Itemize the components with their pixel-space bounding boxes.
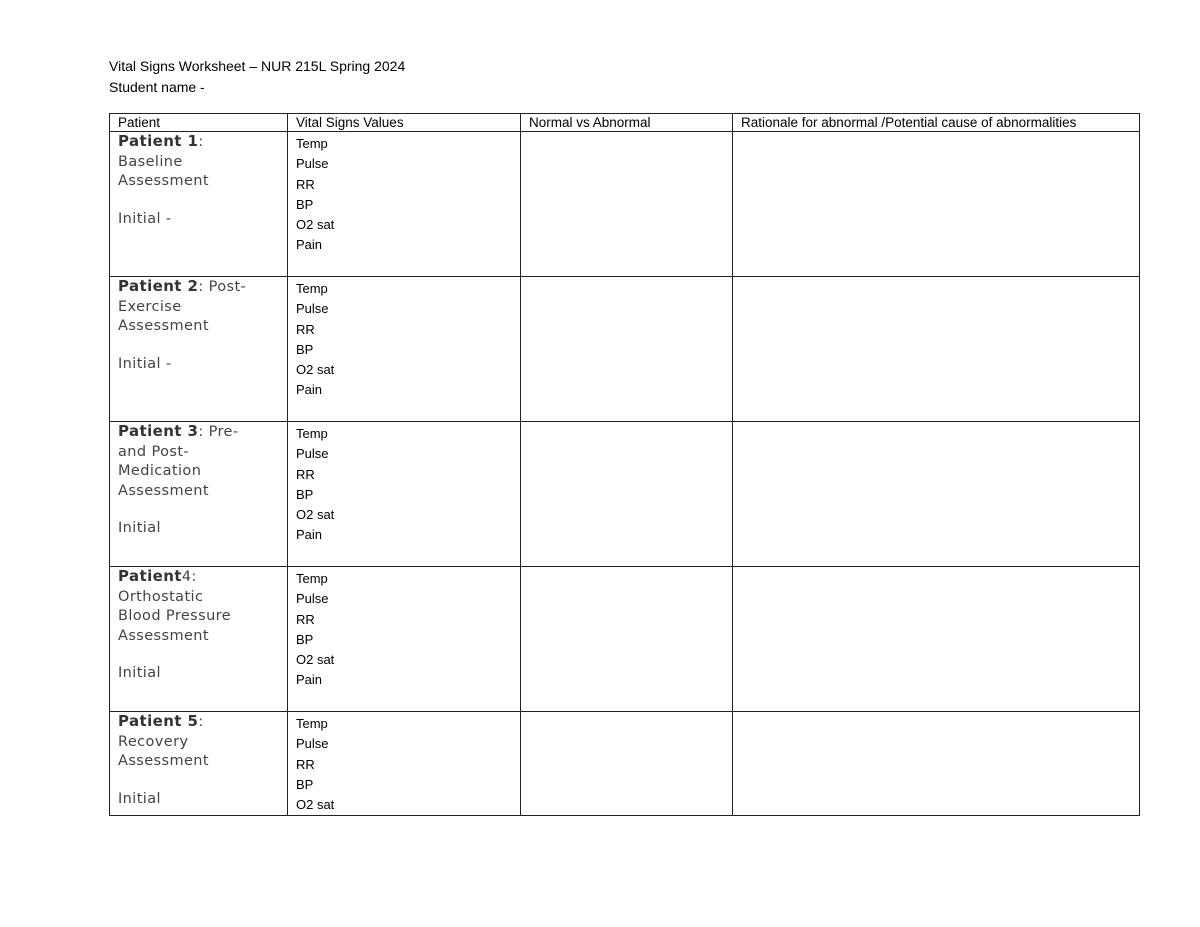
patient-title: Patient 5: — [118, 712, 204, 730]
vital-signs-cell[interactable]: Temp Pulse RR BP O2 sat Pain — [287, 131, 521, 277]
rationale-cell[interactable] — [732, 566, 1140, 712]
vital-sign-label: RR — [296, 756, 315, 772]
rationale-cell[interactable] — [732, 710, 1140, 817]
vital-sign-label: Pulse — [296, 301, 329, 317]
vital-sign-label: RR — [296, 611, 315, 627]
patient-title: Patient 3: Pre- — [118, 422, 239, 440]
patient-initial-label: Initial — [118, 665, 161, 681]
vital-sign-label: Pulse — [296, 736, 329, 752]
vital-signs-table: Patient Vital Signs Values Normal vs Abn… — [109, 113, 1140, 817]
vital-signs-cell[interactable]: Temp Pulse RR BP O2 sat Pain — [287, 421, 521, 567]
normal-abnormal-cell[interactable] — [520, 421, 733, 567]
vital-sign-label: Pain — [296, 382, 323, 398]
patient-cell: Patient 1: Baseline Assessment Initial - — [109, 131, 288, 277]
patient-cell: Patient4: Orthostatic Blood Pressure Asses… — [109, 566, 288, 712]
vital-sign-label: Temp — [296, 281, 328, 296]
vital-signs-cell[interactable]: Temp Pulse RR BP O2 sat — [287, 710, 521, 817]
patient-description-line: Assessment — [118, 318, 209, 334]
table-row: Patient 2: Post- Exercise Assessment Initia… — [109, 276, 1140, 422]
vital-sign-label: Pulse — [296, 156, 329, 172]
patient-description-line: Medication — [118, 463, 202, 479]
patient-cell: Patient 3: Pre-and Post- Medication Assess… — [109, 421, 288, 567]
normal-abnormal-cell[interactable] — [520, 131, 733, 277]
vital-sign-label: O2 sat — [296, 797, 335, 813]
vital-sign-label: Temp — [296, 426, 328, 441]
vital-sign-label: RR — [296, 176, 315, 192]
patient-description-line: Assessment — [118, 753, 209, 769]
vital-sign-label: RR — [296, 321, 315, 337]
patient-initial-label: Initial — [118, 790, 161, 807]
patient-description-line: Baseline — [118, 153, 183, 170]
vital-sign-label: Temp — [296, 571, 328, 586]
vital-sign-label: O2 sat — [296, 652, 335, 668]
patient-title: Patient 2: Post- — [118, 277, 247, 295]
table-row: Patient 3: Pre-and Post- Medication Assess… — [109, 421, 1140, 567]
normal-abnormal-cell[interactable] — [520, 276, 733, 422]
table-row: Patient 1: Baseline Assessment Initial - Te… — [109, 131, 1140, 277]
header-rationale: Rationale for abnormal /Potential cause … — [732, 113, 1140, 132]
vital-signs-cell[interactable]: Temp Pulse RR BP O2 sat Pain — [287, 566, 521, 712]
vital-sign-label: BP — [296, 196, 314, 212]
vital-sign-label: RR — [296, 466, 315, 482]
rationale-cell[interactable] — [732, 276, 1140, 422]
rationale-cell[interactable] — [732, 131, 1140, 277]
vital-sign-label: Pain — [296, 237, 323, 253]
header-patient: Patient — [109, 113, 288, 132]
vital-signs-cell[interactable]: Temp Pulse RR BP O2 sat Pain — [287, 276, 521, 422]
vital-sign-label: BP — [296, 486, 314, 502]
vital-sign-label: Temp — [296, 136, 328, 151]
normal-abnormal-cell[interactable] — [520, 710, 733, 817]
patient-title: Patient4: Orthostatic — [118, 567, 204, 605]
vital-sign-label: BP — [296, 776, 314, 792]
patient-description-line: Exercise — [118, 298, 182, 315]
normal-abnormal-cell[interactable] — [520, 566, 733, 712]
student-name-label: Student name - — [109, 79, 205, 95]
patient-cell: Patient 5: Recovery Assessment Initial — [109, 710, 288, 817]
vital-sign-label: Pain — [296, 527, 323, 543]
patient-initial-label: Initial — [118, 520, 161, 536]
vital-sign-label: Temp — [296, 716, 328, 731]
vital-sign-label: Pulse — [296, 446, 329, 462]
patient-initial-label: Initial - — [118, 210, 172, 227]
vital-sign-label: Pulse — [296, 591, 329, 607]
document-title: Vital Signs Worksheet – NUR 215L Spring … — [109, 58, 406, 74]
vital-sign-label: Pain — [296, 672, 323, 688]
patient-description-line: Assessment — [118, 627, 209, 644]
patient-initial-label: Initial - — [118, 355, 172, 372]
vital-sign-label: BP — [296, 341, 314, 357]
patient-title: Patient 1: — [118, 132, 204, 150]
patient-description-line: and Post- — [118, 443, 190, 460]
patient-description-line: Recovery — [118, 733, 189, 750]
vital-sign-label: BP — [296, 631, 314, 647]
patient-description-line: Assessment — [118, 173, 209, 189]
patient-description-line: Assessment — [118, 482, 209, 499]
vital-sign-label: O2 sat — [296, 507, 335, 523]
vital-sign-label: O2 sat — [296, 362, 335, 378]
table-header-row: Patient Vital Signs Values Normal vs Abn… — [109, 113, 1140, 132]
patient-cell: Patient 2: Post- Exercise Assessment Initia… — [109, 276, 288, 422]
table-row: Patient4: Orthostatic Blood Pressure Asses… — [109, 566, 1140, 712]
vital-sign-label: O2 sat — [296, 217, 335, 233]
header-normal-abnormal: Normal vs Abnormal — [520, 113, 733, 132]
rationale-cell[interactable] — [732, 421, 1140, 567]
table-row: Patient 5: Recovery Assessment Initial Temp… — [109, 710, 1140, 817]
header-vital-signs: Vital Signs Values — [287, 113, 521, 132]
patient-description-line: Blood Pressure — [118, 608, 232, 624]
